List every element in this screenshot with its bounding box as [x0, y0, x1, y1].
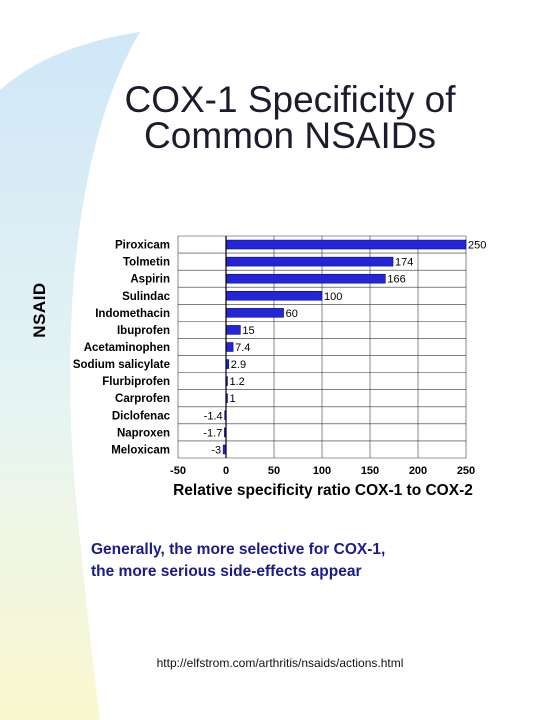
- category-label: Tolmetin: [123, 257, 170, 269]
- slide-title-line-2: Common NSAIDs: [144, 115, 436, 156]
- bar: [225, 273, 386, 284]
- data-label: 60: [286, 308, 298, 320]
- category-label: Carprofen: [115, 393, 170, 405]
- category-label: Indomethacin: [95, 308, 170, 320]
- background-swoosh: [0, 32, 140, 720]
- category-label: Flurbiprofen: [102, 376, 170, 388]
- bar: [225, 325, 241, 335]
- x-axis-title: Relative specificity ratio COX-1 to COX-…: [173, 482, 473, 499]
- data-label: 100: [324, 291, 342, 303]
- x-tick-label: 200: [409, 465, 427, 477]
- bar: [225, 308, 284, 318]
- category-label: Naproxen: [117, 427, 170, 439]
- data-label: -3: [211, 444, 221, 456]
- category-label: Piroxicam: [115, 240, 170, 252]
- category-label: Ibuprofen: [117, 325, 170, 337]
- bar: [225, 291, 323, 301]
- slide-title-line-1: COX-1 Specificity of: [124, 79, 456, 120]
- source-url: http://elfstrom.com/arthritis/nsaids/act…: [156, 656, 404, 670]
- data-label: 1: [230, 393, 236, 405]
- x-tick-label: 100: [313, 465, 331, 477]
- data-label: -1.4: [204, 410, 223, 422]
- category-label: Aspirin: [130, 274, 170, 286]
- data-label: 1.2: [230, 376, 245, 388]
- data-label: 7.4: [235, 342, 250, 354]
- bar: [225, 342, 234, 352]
- footnote-line-2: the more serious side-effects appear: [91, 563, 362, 580]
- category-label: Sulindac: [122, 291, 171, 303]
- category-label: Acetaminophen: [84, 342, 170, 354]
- data-label: 2.9: [231, 359, 246, 371]
- x-tick-label: 50: [268, 465, 280, 477]
- data-label: 250: [468, 240, 486, 252]
- data-label: 174: [395, 257, 413, 269]
- data-label: -1.7: [203, 427, 222, 439]
- x-tick-label: 250: [457, 465, 475, 477]
- slide-title: COX-1 Specificity of Common NSAIDs: [0, 79, 540, 156]
- category-label: Sodium salicylate: [73, 359, 170, 371]
- footnote: Generally, the more selective for COX-1,…: [91, 539, 385, 583]
- category-label: Meloxicam: [111, 444, 170, 456]
- data-label: 15: [242, 325, 254, 337]
- x-tick-label: -50: [170, 465, 186, 477]
- category-label: Diclofenac: [112, 410, 171, 422]
- x-tick-label: 150: [361, 465, 379, 477]
- data-label: 166: [387, 274, 405, 286]
- x-tick-label: 0: [223, 465, 229, 477]
- bar: [225, 239, 467, 250]
- footnote-line-1: Generally, the more selective for COX-1,: [91, 541, 386, 558]
- bar: [225, 256, 394, 267]
